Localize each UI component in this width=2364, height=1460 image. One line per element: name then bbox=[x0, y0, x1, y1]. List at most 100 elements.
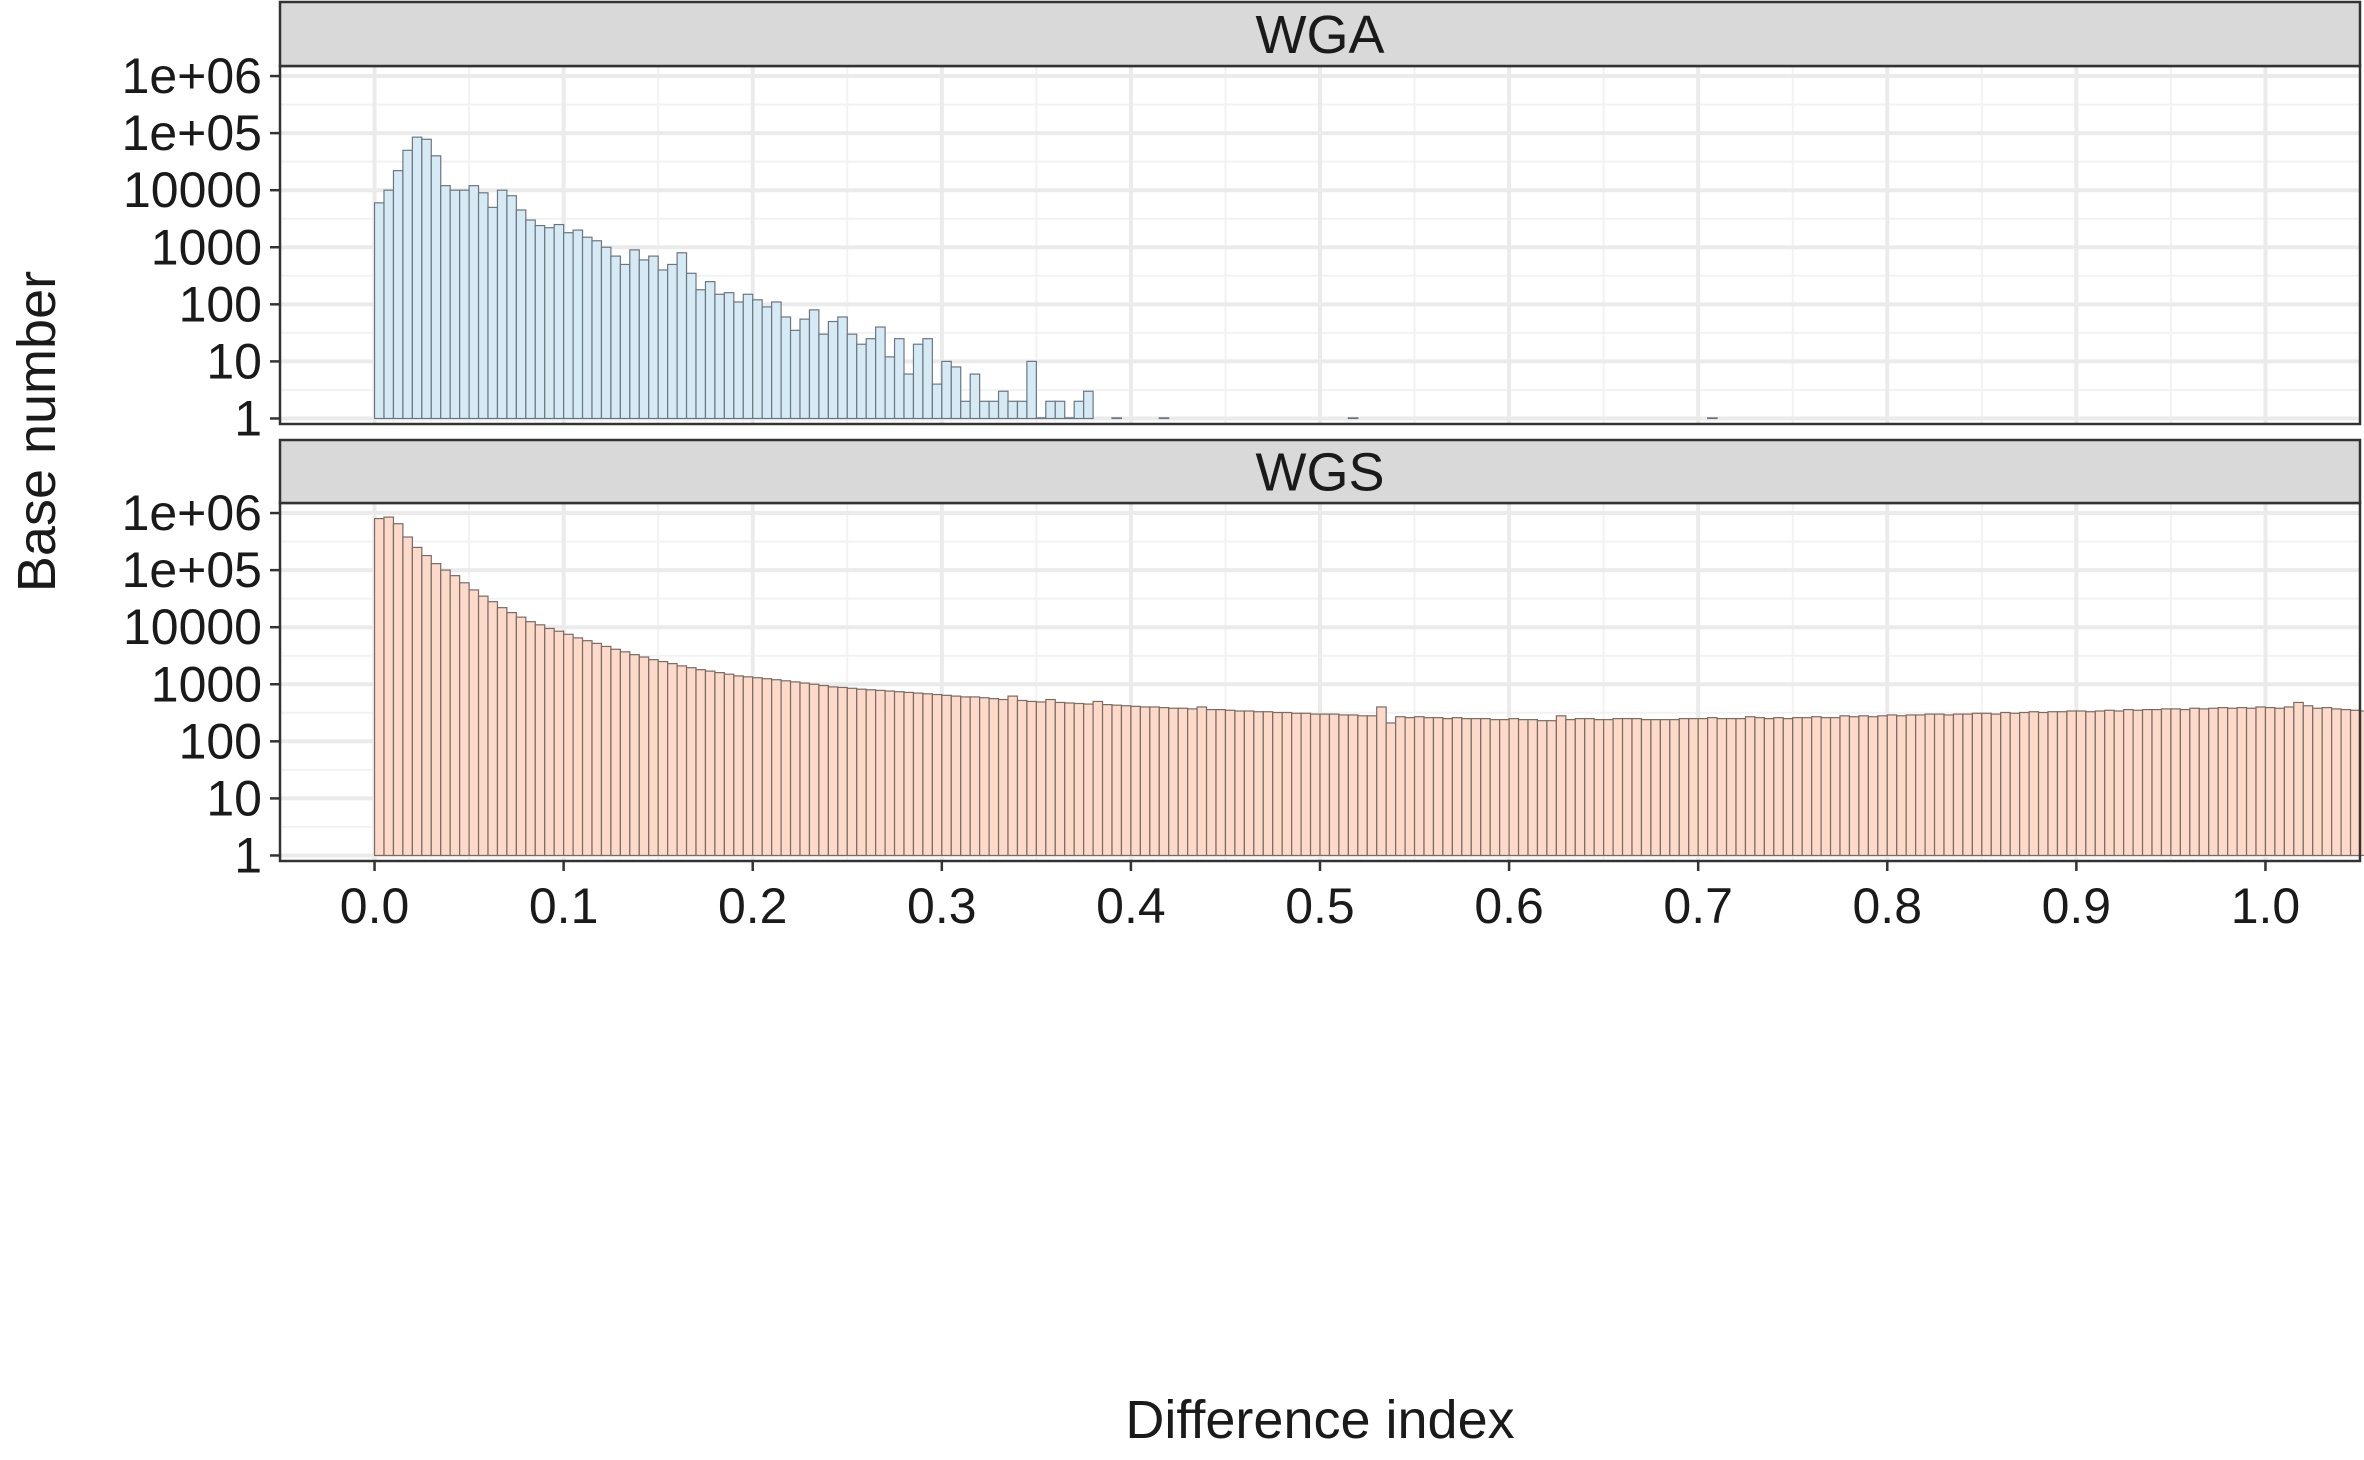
bar bbox=[2113, 710, 2125, 857]
bar bbox=[2236, 706, 2248, 857]
bar bbox=[2227, 707, 2238, 857]
bar bbox=[1470, 718, 1482, 857]
bar bbox=[572, 229, 584, 420]
bar bbox=[1981, 712, 1992, 857]
bar bbox=[733, 675, 744, 857]
bar bbox=[912, 692, 924, 857]
bar bbox=[430, 563, 442, 857]
bar bbox=[667, 263, 678, 420]
bar bbox=[544, 227, 555, 420]
bar bbox=[941, 694, 952, 857]
bar bbox=[1659, 719, 1671, 857]
bar bbox=[2283, 706, 2295, 857]
bar bbox=[1187, 708, 1198, 857]
y-tick-label: 1000 bbox=[151, 219, 262, 275]
bar bbox=[1886, 714, 1898, 857]
bar bbox=[1111, 704, 1123, 857]
bar bbox=[780, 316, 792, 420]
y-tick-label: 1e+06 bbox=[122, 485, 262, 541]
bar bbox=[979, 697, 990, 857]
bar bbox=[761, 678, 773, 857]
bar bbox=[2019, 711, 2030, 857]
bar bbox=[477, 595, 489, 857]
bar bbox=[903, 691, 915, 857]
facet-strip bbox=[278, 438, 2362, 505]
bar bbox=[2293, 701, 2304, 857]
bar bbox=[875, 326, 886, 420]
bar bbox=[2132, 709, 2144, 857]
bar bbox=[534, 224, 546, 420]
bar bbox=[440, 569, 451, 857]
bar bbox=[1347, 714, 1359, 857]
bar bbox=[1338, 714, 1349, 857]
bar bbox=[771, 679, 782, 857]
bar bbox=[2066, 710, 2077, 857]
bar bbox=[1064, 702, 1075, 857]
bar bbox=[752, 299, 763, 420]
bar bbox=[1905, 714, 1917, 857]
bar bbox=[846, 333, 858, 420]
bar bbox=[893, 338, 905, 420]
bar bbox=[525, 621, 536, 857]
bar bbox=[2198, 708, 2210, 857]
bar bbox=[544, 627, 555, 857]
x-tick-label: 0.3 bbox=[907, 878, 977, 934]
bar bbox=[931, 383, 943, 420]
x-tick-label: 0.4 bbox=[1096, 878, 1166, 934]
bar bbox=[1404, 717, 1416, 857]
bars-wgs bbox=[373, 516, 2364, 857]
bar bbox=[1262, 711, 1274, 857]
y-tick-label: 1e+06 bbox=[122, 48, 262, 104]
bar bbox=[969, 696, 981, 857]
bar bbox=[496, 189, 508, 420]
bar bbox=[657, 269, 669, 420]
bar bbox=[563, 633, 574, 857]
bar bbox=[1603, 719, 1614, 857]
bar bbox=[1678, 718, 1690, 857]
bar bbox=[2047, 711, 2059, 857]
bar bbox=[1319, 713, 1331, 857]
bar bbox=[383, 516, 395, 857]
bar bbox=[2094, 710, 2106, 857]
bar bbox=[1612, 718, 1624, 857]
facet-strip bbox=[278, 0, 2362, 68]
bar bbox=[960, 400, 971, 420]
bar bbox=[1697, 718, 1709, 857]
bar bbox=[2245, 707, 2257, 857]
y-tick-label: 1e+05 bbox=[122, 105, 262, 161]
bar bbox=[402, 536, 413, 857]
bar bbox=[714, 672, 725, 857]
y-tick-label: 1 bbox=[234, 827, 262, 883]
bar bbox=[950, 366, 962, 420]
bar bbox=[1395, 716, 1406, 857]
bar bbox=[1848, 716, 1860, 857]
bar bbox=[629, 249, 640, 420]
bar bbox=[1451, 717, 1463, 857]
bar bbox=[468, 185, 480, 420]
bar bbox=[392, 170, 404, 420]
bar bbox=[856, 343, 867, 420]
bar bbox=[1640, 719, 1652, 857]
bar bbox=[695, 669, 707, 857]
bar bbox=[477, 192, 489, 420]
bar bbox=[1026, 360, 1037, 420]
bar bbox=[591, 240, 603, 420]
bar bbox=[676, 665, 688, 857]
bar bbox=[1423, 717, 1435, 857]
bar bbox=[969, 373, 981, 420]
bar bbox=[619, 263, 631, 420]
bar bbox=[2160, 708, 2172, 857]
bar bbox=[752, 677, 763, 857]
bar bbox=[1716, 718, 1728, 857]
bar bbox=[2085, 711, 2096, 857]
bar bbox=[2340, 708, 2352, 857]
bar bbox=[1773, 717, 1784, 857]
bar bbox=[1480, 718, 1491, 857]
bar bbox=[733, 301, 744, 420]
x-tick-label: 0.8 bbox=[1853, 878, 1923, 934]
bar bbox=[988, 698, 1000, 857]
bar bbox=[780, 680, 792, 857]
